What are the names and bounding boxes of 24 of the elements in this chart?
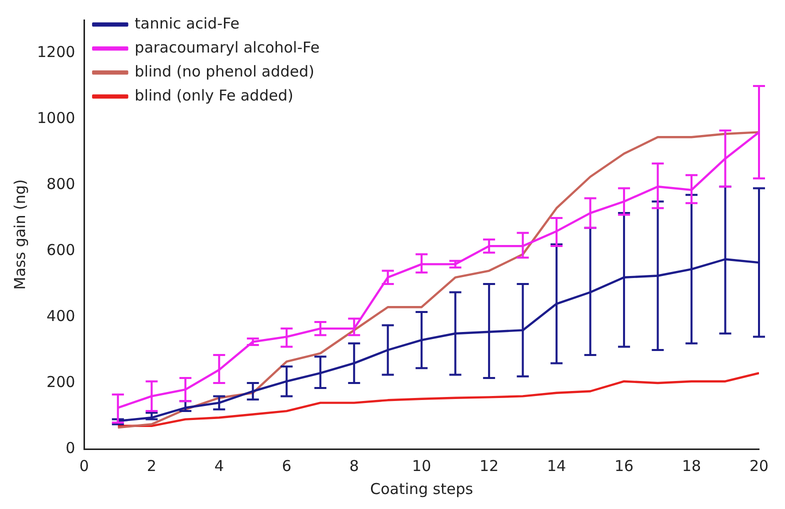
y-tick-label: 1200 — [36, 42, 76, 61]
x-tick-label: 8 — [349, 456, 359, 475]
x-tick-label: 18 — [682, 456, 702, 475]
y-tick-label: 200 — [46, 372, 76, 391]
x-axis-title: Coating steps — [370, 480, 474, 498]
x-tick-label: 20 — [749, 456, 769, 475]
x-tick-label: 14 — [547, 456, 566, 475]
y-tick-label: 800 — [46, 174, 76, 193]
x-tick-label: 0 — [79, 456, 89, 475]
y-tick-label: 600 — [46, 240, 76, 259]
legend-label: tannic acid-Fe — [134, 14, 240, 32]
x-tick-label: 10 — [412, 456, 432, 475]
y-axis-title: Mass gain (ng) — [10, 179, 29, 290]
legend-label: blind (only Fe added) — [134, 86, 294, 104]
y-tick-label: 1000 — [36, 108, 76, 127]
x-tick-label: 6 — [282, 456, 292, 475]
legend-label: blind (no phenol added) — [134, 62, 314, 80]
x-tick-label: 12 — [480, 456, 499, 475]
x-tick-label: 16 — [614, 456, 634, 475]
y-tick-label: 0 — [66, 438, 76, 457]
y-tick-label: 400 — [46, 306, 76, 325]
x-tick-label: 4 — [214, 456, 224, 475]
x-tick-label: 2 — [146, 456, 156, 475]
legend-label: paracoumaryl alcohol-Fe — [134, 38, 320, 56]
